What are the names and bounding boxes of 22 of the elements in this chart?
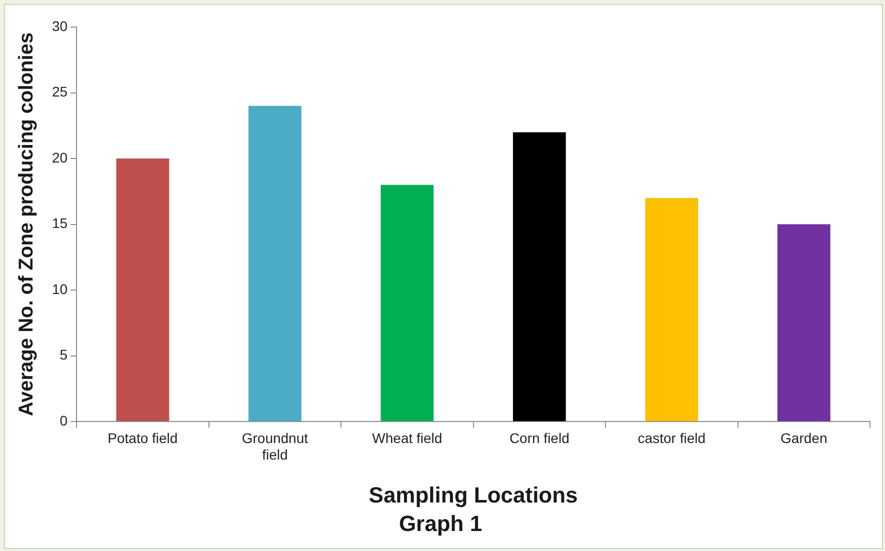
- x-axis-title: Sampling Locations: [368, 482, 578, 508]
- y-tick-label: 15: [52, 215, 68, 232]
- bar: [248, 106, 302, 422]
- x-tick-label: Wheat field: [372, 430, 442, 446]
- y-axis-title: Average No. of Zone producing colonies: [16, 32, 38, 416]
- bar: [512, 132, 566, 422]
- x-tick-label: castor field: [638, 430, 706, 446]
- x-tick-label: Groundnut field: [242, 430, 308, 463]
- bar: [116, 158, 170, 422]
- bar: [777, 224, 830, 422]
- bar: [380, 184, 434, 422]
- y-tick-label: 30: [52, 18, 68, 34]
- x-tick-label: Garden: [780, 430, 828, 446]
- x-tick-label: Corn field: [509, 430, 570, 446]
- x-tick-label: Potato field: [108, 430, 178, 446]
- y-tick-label: 0: [60, 412, 68, 428]
- y-tick-label: 5: [60, 346, 68, 363]
- y-tick-label: 10: [52, 280, 68, 297]
- bar: [645, 198, 698, 422]
- y-tick-label: 25: [52, 84, 68, 100]
- caption: Graph 1: [398, 510, 482, 536]
- y-tick-label: 20: [52, 149, 68, 166]
